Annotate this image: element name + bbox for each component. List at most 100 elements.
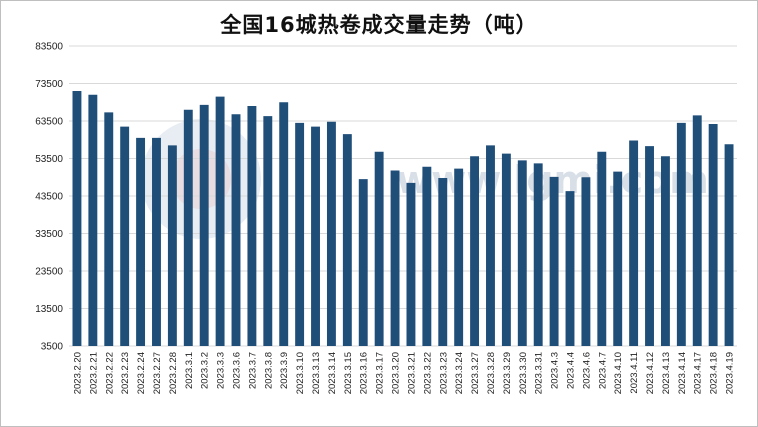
x-tick-label: 2023.3.10 [295, 352, 306, 394]
bar [533, 163, 543, 346]
x-tick-label: 2023.3.23 [438, 352, 449, 394]
bar [136, 137, 146, 346]
x-tick-label: 2023.3.15 [343, 352, 354, 394]
bar [501, 153, 511, 346]
x-tick-label: 2023.3.28 [486, 352, 497, 394]
x-tick-label: 2023.3.3 [216, 352, 227, 389]
bar [549, 176, 559, 346]
y-tick-label: 53500 [35, 154, 63, 165]
bar [581, 177, 591, 346]
bar [167, 145, 177, 346]
bar [120, 126, 130, 346]
bar [311, 126, 320, 346]
bar [676, 122, 686, 346]
x-tick-label: 2023.4.6 [581, 352, 592, 389]
bar [692, 115, 702, 346]
x-tick-label: 2023.2.22 [104, 352, 115, 394]
x-tick-label: 2023.3.16 [359, 352, 370, 394]
x-tick-label: 2023.4.18 [709, 352, 720, 394]
x-axis-ticks: 2023.2.20 2023.2.21 2023.2.22 2023.2.23 2023… [72, 352, 735, 394]
bar [374, 151, 384, 346]
y-tick-label: 83500 [35, 42, 63, 53]
y-tick-label: 73500 [35, 79, 63, 90]
bar [72, 91, 82, 346]
bar [406, 182, 416, 346]
bars [72, 91, 734, 346]
x-tick-label: 2023.3.24 [454, 352, 465, 394]
bar [88, 94, 98, 346]
bar [231, 114, 241, 346]
x-tick-label: 2023.4.17 [693, 352, 704, 394]
bar [215, 96, 225, 346]
bar [660, 156, 670, 346]
x-tick-label: 2023.3.27 [470, 352, 481, 394]
x-tick-label: 2023.4.19 [725, 352, 736, 394]
x-tick-label: 2023.3.1 [184, 352, 195, 389]
bar [104, 112, 114, 346]
x-tick-label: 2023.2.24 [136, 352, 147, 394]
x-tick-label: 2023.4.4 [566, 352, 577, 389]
x-tick-label: 2023.3.6 [232, 352, 243, 389]
bar [390, 170, 400, 346]
x-tick-label: 2023.2.20 [72, 352, 83, 394]
bar [183, 109, 193, 346]
x-tick-label: 2023.3.13 [311, 352, 322, 394]
gridlines [69, 45, 737, 347]
x-tick-label: 2023.3.31 [534, 352, 545, 394]
chart-title: 全国16城热卷成交量走势（吨） [220, 13, 538, 37]
bar [565, 191, 575, 346]
bar [708, 124, 718, 346]
bar [597, 151, 607, 346]
bar [279, 102, 289, 346]
bar [470, 156, 480, 346]
bar [613, 171, 623, 346]
x-tick-label: 2023.3.9 [279, 352, 290, 389]
bar [199, 104, 209, 346]
x-tick-label: 2023.4.7 [597, 352, 608, 389]
x-tick-label: 2023.4.13 [661, 352, 672, 394]
x-tick-label: 2023.3.14 [327, 352, 338, 394]
bar [629, 140, 639, 346]
x-tick-label: 2023.3.20 [391, 352, 402, 394]
x-tick-label: 2023.4.10 [613, 352, 624, 394]
x-tick-label: 2023.3.8 [263, 352, 274, 389]
x-tick-label: 2023.3.30 [518, 352, 529, 394]
bar [247, 106, 257, 346]
bar [263, 116, 273, 346]
x-tick-label: 2023.2.28 [168, 352, 179, 394]
bar [422, 166, 432, 346]
x-tick-label: 2023.3.2 [200, 352, 211, 389]
x-tick-label: 2023.3.21 [406, 352, 417, 394]
x-tick-label: 2023.4.12 [645, 352, 656, 394]
x-tick-label: 2023.4.3 [550, 352, 561, 389]
y-tick-label: 3500 [41, 342, 64, 353]
bar [438, 178, 448, 346]
x-tick-label: 2023.3.22 [422, 352, 433, 394]
bar [358, 179, 368, 346]
bar [517, 160, 527, 346]
y-axis-ticks: 3500 13500 23500 33500 43500 53500 63500 73500 8… [35, 42, 63, 353]
bar [152, 137, 161, 346]
y-tick-label: 43500 [35, 192, 63, 203]
x-tick-label: 2023.2.21 [88, 352, 99, 394]
bar [486, 145, 495, 346]
x-tick-label: 2023.3.7 [247, 352, 258, 389]
x-tick-label: 2023.4.14 [677, 352, 688, 394]
bar [454, 168, 464, 346]
bar [326, 121, 336, 346]
bar [645, 146, 654, 346]
x-tick-label: 2023.4.11 [629, 352, 640, 394]
x-tick-label: 2023.3.17 [375, 352, 386, 394]
bar [342, 134, 352, 346]
x-tick-label: 2023.3.29 [502, 352, 513, 394]
bar [724, 144, 734, 346]
y-tick-label: 13500 [35, 304, 63, 315]
y-tick-label: 63500 [35, 117, 63, 128]
x-tick-label: 2023.2.27 [152, 352, 163, 394]
y-tick-label: 23500 [35, 267, 63, 278]
bar [295, 122, 305, 346]
x-tick-label: 2023.2.23 [120, 352, 131, 394]
y-tick-label: 33500 [35, 229, 63, 240]
